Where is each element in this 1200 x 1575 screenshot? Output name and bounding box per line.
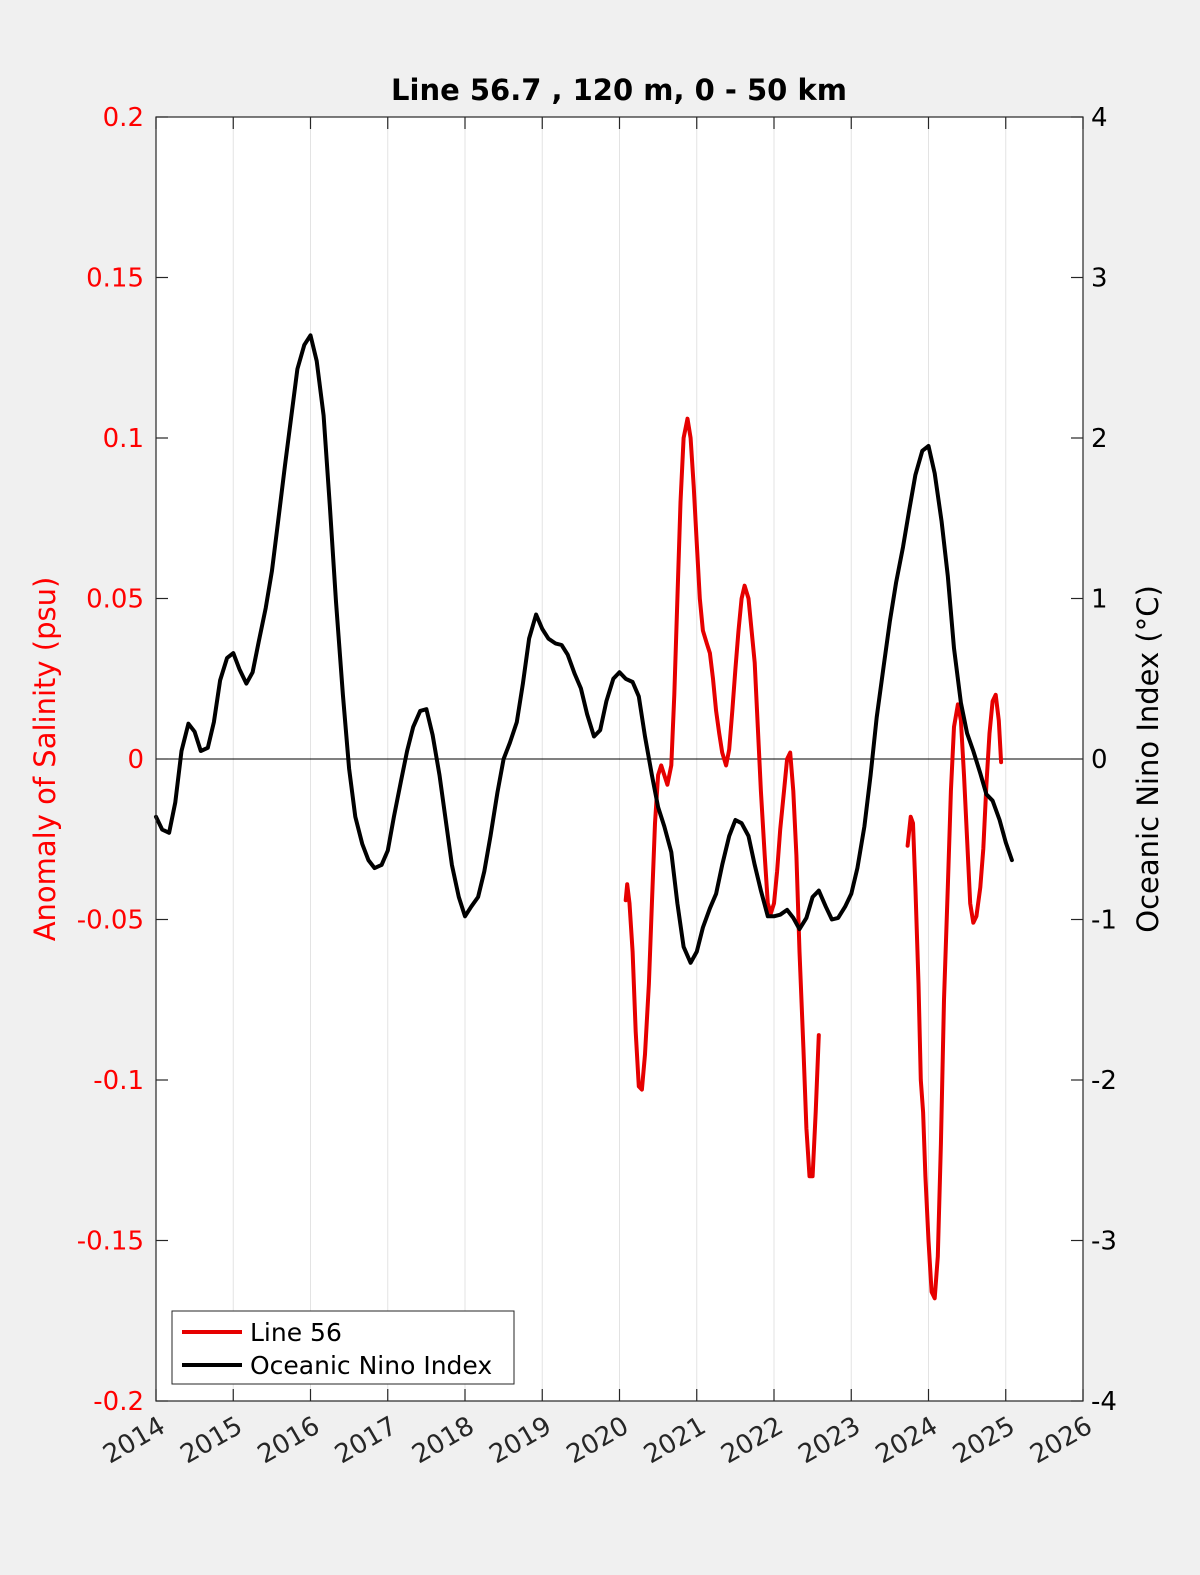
series-group <box>154 333 1014 1301</box>
y-axis-left-label: Anomaly of Salinity (psu) <box>28 577 62 942</box>
y-right-tick-label--2: -2 <box>1091 1066 1117 1096</box>
oni-series-line-0 <box>154 333 1014 965</box>
chart-title: Line 56.7 , 120 m, 0 - 50 km <box>391 73 847 107</box>
legend-box <box>171 1310 515 1385</box>
y-left-tick-label-0.2: 0.2 <box>103 103 144 133</box>
y-left-tick-label-0.1: 0.1 <box>103 424 144 454</box>
tick-labels-group: 2014 2015 2016 2017 2018 2019 2020 2021 2022 2023… <box>77 103 1117 1470</box>
y-right-tick-label-1: 1 <box>1091 585 1108 615</box>
y-left-tick-label--0.15: -0.15 <box>77 1227 144 1257</box>
legend: Line 56 Oceanic Nino Index <box>171 1310 515 1385</box>
y-axis-right-label: Oceanic Nino Index (°C) <box>1131 585 1165 933</box>
y-right-tick-label--3: -3 <box>1091 1227 1117 1257</box>
y-right-tick-label-2: 2 <box>1091 424 1108 454</box>
y-left-tick-label--0.05: -0.05 <box>77 906 144 936</box>
ticks-group <box>155 116 1084 1402</box>
y-right-tick-label-3: 3 <box>1091 264 1108 294</box>
y-left-tick-label-0: 0 <box>127 745 144 775</box>
y-left-tick-label--0.1: -0.1 <box>93 1066 144 1096</box>
line56-series-line-0 <box>623 416 821 1179</box>
y-right-tick-label--4: -4 <box>1091 1387 1117 1417</box>
y-left-tick-label-0.15: 0.15 <box>86 264 144 294</box>
y-left-tick-label-0.05: 0.05 <box>86 585 144 615</box>
y-right-tick-label--1: -1 <box>1091 906 1117 936</box>
y-left-tick-label--0.2: -0.2 <box>93 1387 144 1417</box>
legend-label-oni: Oceanic Nino Index <box>250 1351 492 1380</box>
y-right-tick-label-4: 4 <box>1091 103 1108 133</box>
legend-label-line56: Line 56 <box>250 1318 342 1347</box>
y-right-tick-label-0: 0 <box>1091 745 1108 775</box>
